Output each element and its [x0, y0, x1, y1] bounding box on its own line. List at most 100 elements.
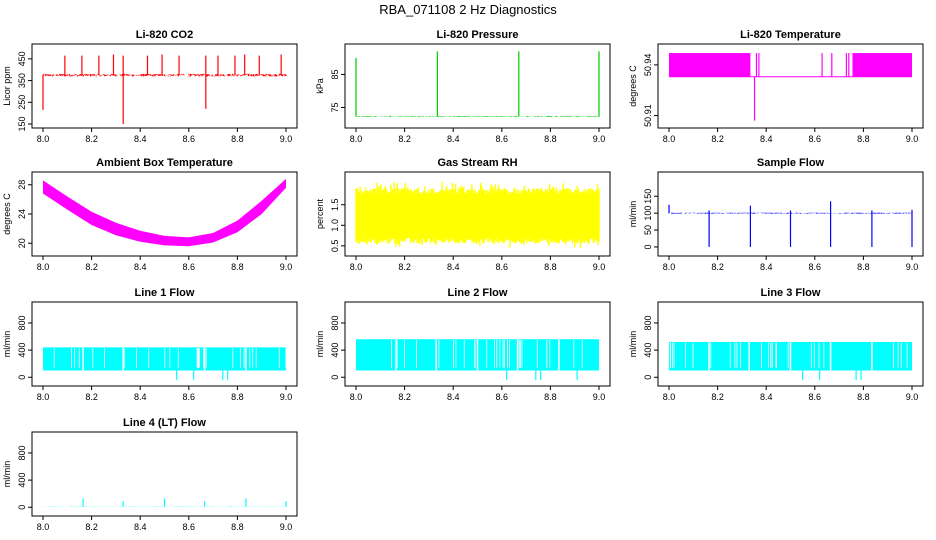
- y-axis-label: degrees C: [2, 193, 12, 235]
- panel-4: Gas Stream RH 8.0 8.2 8.4 8.6 8.8 9.0 0.5 1.0 1.5…: [315, 157, 611, 272]
- x-tick-label: 9.0: [593, 392, 606, 402]
- x-tick-label: 9.0: [593, 134, 606, 144]
- x-tick-label: 8.2: [85, 522, 98, 532]
- x-tick-label: 8.4: [134, 262, 147, 272]
- x-tick-label: 8.6: [809, 262, 822, 272]
- plot-frame: [657, 301, 924, 387]
- panel-5: Sample Flow 8.0 8.2 8.4 8.6 8.8 9.0 0 50 100 150 ml…: [628, 157, 924, 272]
- x-tick-label: 8.2: [85, 134, 98, 144]
- y-tick-label: 0: [17, 375, 27, 380]
- x-tick-label: 8.4: [760, 134, 773, 144]
- x-tick-label: 8.2: [398, 392, 411, 402]
- panel-6: Line 1 Flow 8.0 8.2 8.4 8.6 8.8 9.0 0 400 800 ml/m…: [2, 287, 298, 402]
- figure-title: RBA_071108 2 Hz Diagnostics: [379, 2, 557, 17]
- plot-frame: [657, 43, 924, 129]
- series-band: [669, 53, 751, 77]
- x-tick-label: 8.8: [544, 392, 557, 402]
- panel-title: Li-820 Pressure: [437, 29, 519, 41]
- series-band: [852, 53, 912, 77]
- panel-title: Li-820 Temperature: [740, 29, 841, 41]
- series-baseline: [42, 73, 287, 77]
- y-tick-label: 75: [330, 102, 340, 112]
- y-tick-label: 0: [643, 244, 653, 249]
- x-tick-label: 8.8: [231, 522, 244, 532]
- panel-1: Li-820 Pressure 8.0 8.2 8.4 8.6 8.8 9.0 75 85 kPa: [315, 29, 611, 144]
- y-tick-label: 0: [643, 375, 653, 380]
- y-tick-label: 20: [17, 238, 27, 248]
- x-tick-label: 8.8: [857, 134, 870, 144]
- x-tick-label: 8.4: [447, 392, 460, 402]
- y-axis-label: ml/min: [2, 461, 12, 488]
- x-tick-label: 8.2: [398, 134, 411, 144]
- y-tick-label: 400: [330, 343, 340, 358]
- x-tick-label: 8.6: [496, 134, 509, 144]
- y-axis-label: ml/min: [315, 331, 325, 358]
- x-tick-label: 9.0: [593, 262, 606, 272]
- x-tick-label: 8.8: [231, 262, 244, 272]
- x-tick-label: 8.0: [37, 134, 50, 144]
- y-axis-label: degrees C: [628, 65, 638, 107]
- panel-0: Li-820 CO2 8.0 8.2 8.4 8.6 8.8 9.0 150 250 350 450…: [2, 29, 298, 144]
- x-tick-label: 8.4: [760, 392, 773, 402]
- x-tick-label: 9.0: [906, 134, 919, 144]
- x-tick-label: 8.2: [711, 392, 724, 402]
- x-tick-label: 8.6: [183, 262, 196, 272]
- panel-title: Li-820 CO2: [136, 29, 193, 41]
- y-tick-label: 85: [330, 69, 340, 79]
- x-tick-label: 8.0: [37, 262, 50, 272]
- x-tick-label: 9.0: [906, 262, 919, 272]
- panel-title: Ambient Box Temperature: [96, 157, 233, 169]
- panel-7: Line 2 Flow 8.0 8.2 8.4 8.6 8.8 9.0 0 400 800 ml/m…: [315, 287, 611, 402]
- y-tick-label: 50.91: [643, 104, 653, 127]
- y-tick-label: 400: [17, 473, 27, 488]
- x-tick-label: 8.4: [447, 134, 460, 144]
- y-tick-label: 350: [17, 73, 27, 88]
- series-stripes: [391, 339, 583, 368]
- series: [43, 498, 287, 507]
- y-tick-label: 100: [643, 206, 653, 221]
- x-tick-label: 8.6: [496, 392, 509, 402]
- x-tick-label: 8.0: [663, 134, 676, 144]
- plot-frame: [31, 301, 298, 387]
- y-axis-label: ml/min: [628, 201, 638, 228]
- x-tick-label: 8.6: [183, 522, 196, 532]
- x-tick-label: 8.8: [544, 134, 557, 144]
- plot-frame: [344, 171, 611, 257]
- y-tick-label: 450: [17, 51, 27, 66]
- x-tick-label: 8.2: [711, 134, 724, 144]
- x-tick-label: 8.0: [350, 262, 363, 272]
- series-noise: [355, 182, 600, 248]
- series: [669, 341, 912, 380]
- y-tick-label: 1.5: [330, 198, 340, 211]
- x-tick-label: 8.8: [544, 262, 557, 272]
- plot-frame: [344, 301, 611, 387]
- y-tick-label: 24: [17, 209, 27, 219]
- series: [355, 51, 600, 117]
- plot-frame: [657, 171, 924, 257]
- panel-8: Line 3 Flow 8.0 8.2 8.4 8.6 8.8 9.0 0 400 800 ml/m…: [628, 287, 924, 402]
- x-tick-label: 9.0: [280, 522, 293, 532]
- panel-title: Sample Flow: [757, 157, 825, 169]
- y-tick-label: 800: [17, 445, 27, 460]
- x-tick-label: 8.6: [183, 134, 196, 144]
- panel-9: Line 4 (LT) Flow 8.0 8.2 8.4 8.6 8.8 9.0 0 400 80…: [2, 417, 298, 532]
- y-axis-label: ml/min: [2, 331, 12, 358]
- series: [42, 54, 287, 124]
- x-tick-label: 8.6: [809, 134, 822, 144]
- x-tick-label: 9.0: [280, 134, 293, 144]
- x-tick-label: 8.0: [663, 262, 676, 272]
- y-axis-label: percent: [315, 198, 325, 229]
- x-tick-label: 9.0: [280, 262, 293, 272]
- panel-2: Li-820 Temperature 8.0 8.2 8.4 8.6 8.8 9.0 50.9…: [628, 29, 924, 144]
- x-tick-label: 8.2: [85, 392, 98, 402]
- x-tick-label: 8.0: [350, 134, 363, 144]
- plot-frame: [344, 43, 611, 129]
- x-tick-label: 8.4: [447, 262, 460, 272]
- x-tick-label: 8.2: [85, 262, 98, 272]
- panel-title: Gas Stream RH: [437, 157, 517, 169]
- y-tick-label: 0: [17, 505, 27, 510]
- series: [668, 201, 913, 247]
- x-tick-label: 8.4: [134, 522, 147, 532]
- panel-title: Line 2 Flow: [448, 287, 508, 299]
